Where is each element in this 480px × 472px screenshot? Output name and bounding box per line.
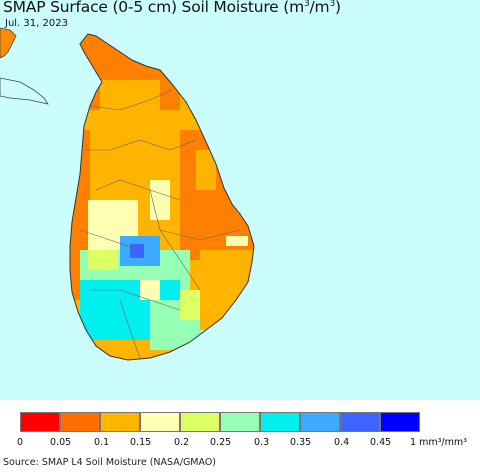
source-text: Source: SMAP L4 Soil Moisture (NASA/GMAO… (3, 457, 217, 468)
legend-swatch (60, 412, 100, 432)
legend-swatch (180, 412, 220, 432)
zone-north-central (100, 80, 160, 120)
legend-tick-label: 0.05 (50, 437, 72, 448)
zone-highlands-peak (130, 244, 144, 258)
island-outline (69, 33, 255, 361)
legend: 0 0.05 0.1 0.15 0.2 0.25 0.3 0.35 0.4 0.… (0, 400, 480, 456)
zone-south-pale (140, 280, 160, 300)
map-area: SMAP Surface (0-5 cm) Soil Moisture (m3/… (0, 0, 480, 400)
zone-central-north-pale (150, 180, 170, 220)
legend-tick-label: 0.35 (290, 437, 312, 448)
legend-swatch (260, 412, 300, 432)
legend-tick-label: 0.15 (130, 437, 152, 448)
legend-end-label: 1 mm³/mm³ (410, 437, 467, 448)
legend-tick-label: 0.25 (210, 437, 232, 448)
legend-tick-label: 0.1 (94, 437, 110, 448)
zone-south-east (200, 250, 254, 330)
legend-swatch (380, 412, 420, 432)
mainland-coast-2 (0, 77, 49, 105)
legend-tick-label: 0.45 (370, 437, 392, 448)
legend-tick-label: 0.3 (254, 437, 270, 448)
mainland-coast (0, 27, 17, 59)
legend-tick-label: 0.2 (174, 437, 190, 448)
map-canvas (0, 27, 255, 361)
legend-swatch (300, 412, 340, 432)
footer: Source: SMAP L4 Soil Moisture (NASA/GMAO… (0, 456, 480, 472)
zone-east-inner (196, 150, 216, 190)
zone-east-pale (226, 236, 248, 246)
legend-tick-label: 0.4 (334, 437, 350, 448)
province-boundaries (79, 89, 241, 359)
legend-swatch (220, 412, 260, 432)
legend-swatch (20, 412, 60, 432)
map-title: SMAP Surface (0-5 cm) Soil Moisture (m3/… (3, 0, 341, 16)
legend-swatch (140, 412, 180, 432)
zone-west-yellowgreen (88, 250, 118, 270)
legend-swatch (340, 412, 380, 432)
map-date: Jul. 31, 2023 (5, 18, 68, 29)
legend-tick-label: 0 (17, 437, 24, 448)
legend-swatch (100, 412, 140, 432)
